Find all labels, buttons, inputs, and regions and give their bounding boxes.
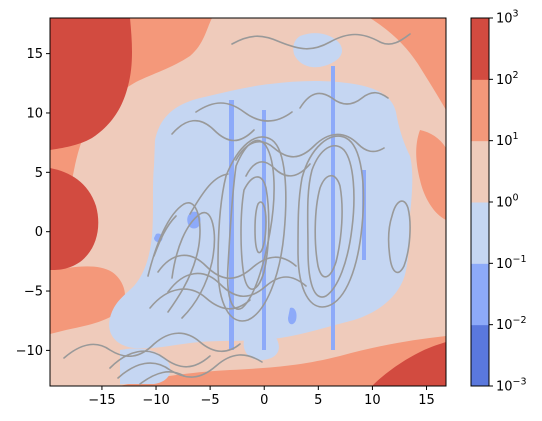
band-2 — [262, 110, 266, 350]
colorbar-tick-label: 103 — [496, 9, 519, 27]
streamline — [387, 200, 411, 274]
streamlines — [63, 33, 411, 385]
streamline — [195, 102, 293, 122]
band-low — [243, 328, 279, 360]
streamline — [299, 91, 389, 109]
colorbar-tick-base: 10 — [496, 134, 513, 149]
colorbar-tick-exponent: −2 — [513, 315, 527, 326]
streamline — [240, 176, 270, 290]
colorbar-band — [471, 202, 489, 264]
streamline — [109, 350, 211, 369]
band-2-3 — [50, 18, 132, 150]
y-tick-label: −10 — [16, 344, 43, 359]
x-tick-label: −10 — [142, 393, 169, 408]
streamline — [149, 288, 251, 310]
band-1-2 — [50, 266, 126, 334]
colorbar-tick-exponent: 0 — [513, 193, 519, 204]
streamline — [226, 139, 275, 310]
y-tick-label: 10 — [26, 106, 43, 121]
streamline — [171, 119, 255, 142]
streamline — [231, 33, 411, 50]
x-tick-label: 5 — [314, 393, 322, 408]
band-2 — [288, 307, 297, 325]
streamline — [117, 354, 263, 379]
streamline — [153, 215, 177, 257]
colorbar-tick-base: 10 — [496, 257, 513, 272]
colorbar-tick-label: 100 — [496, 193, 519, 211]
band-1-2 — [120, 336, 446, 386]
streamline — [63, 332, 241, 359]
band-low — [120, 348, 171, 384]
colorbar-tick-exponent: −3 — [513, 377, 527, 388]
streamline — [235, 133, 385, 161]
colorbar-band — [471, 263, 489, 326]
colorbar-tick-label: 102 — [496, 70, 519, 88]
band-2-3 — [372, 342, 446, 386]
x-axis: −15 −10 −5 0 5 10 15 — [88, 386, 435, 408]
colorbar-band — [471, 18, 489, 80]
streamline — [306, 145, 355, 298]
band-2 — [229, 100, 234, 350]
colorbar-tick-base: 10 — [496, 73, 513, 88]
y-tick-label: −5 — [24, 285, 43, 300]
colorbar-tick-exponent: −1 — [513, 254, 527, 265]
colorbar-tick-base: 10 — [496, 196, 513, 211]
plot-frame — [49, 17, 447, 387]
colorbar-tick-exponent: 1 — [513, 131, 519, 142]
band-2 — [362, 170, 366, 260]
band-low — [109, 81, 413, 349]
colorbar-tick-base: 10 — [496, 380, 513, 395]
colorbar-band — [471, 140, 489, 203]
x-tick-label: −5 — [201, 393, 220, 408]
streamline — [245, 161, 311, 177]
colorbar-band — [471, 324, 489, 387]
x-tick-label: 15 — [418, 393, 435, 408]
streamline — [217, 136, 287, 322]
x-tick-label: 0 — [260, 393, 268, 408]
streamline — [189, 173, 229, 215]
y-tick-label: 0 — [35, 225, 43, 240]
x-tick-label: −15 — [88, 393, 115, 408]
colorbar-tick-label: 10−2 — [496, 315, 527, 333]
x-tick-label: 10 — [364, 393, 381, 408]
colorbar-tick-base: 10 — [496, 318, 513, 333]
band-1-2 — [370, 18, 446, 110]
band-2-3 — [50, 168, 99, 270]
colorbar-tick-exponent: 2 — [513, 70, 519, 81]
streamline — [297, 135, 365, 308]
plot-area — [50, 18, 446, 386]
band-1-2 — [416, 130, 446, 220]
y-tick-label: 15 — [26, 47, 43, 62]
streamline — [167, 272, 307, 298]
colorbar-tick-exponent: 3 — [513, 9, 519, 20]
streamline — [314, 174, 343, 278]
colorbar-tick-label: 10−3 — [496, 377, 527, 395]
y-tick-label: 5 — [35, 166, 43, 181]
streamline — [147, 202, 201, 313]
colorbar-band — [471, 79, 489, 142]
colorbar-tick-base: 10 — [496, 12, 513, 27]
colorbar-tick-label: 101 — [496, 131, 519, 149]
streamline — [157, 254, 297, 280]
streamline — [254, 201, 267, 254]
y-axis: −10 −5 0 5 10 15 — [16, 47, 50, 359]
streamline — [139, 371, 185, 385]
colorbar-tick-label: 10−1 — [496, 254, 527, 272]
band-2 — [331, 66, 335, 350]
streamline — [171, 211, 216, 319]
